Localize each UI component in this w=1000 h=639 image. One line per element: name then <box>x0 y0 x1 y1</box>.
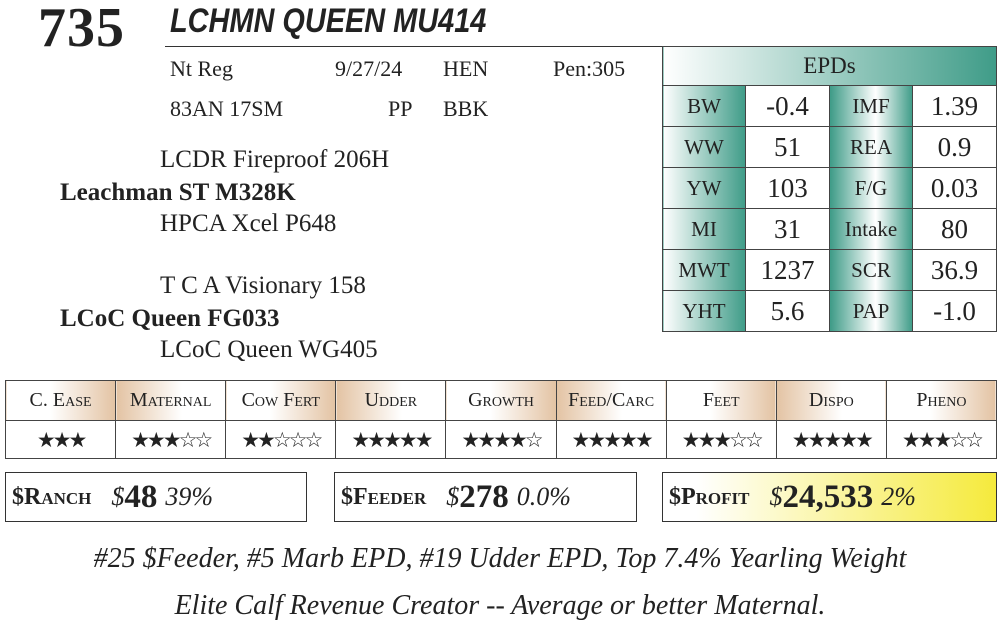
epd-row: MI 31 Intake 80 <box>662 208 997 250</box>
rating-stars: ★★★☆☆ <box>115 420 227 459</box>
epd-label: Intake <box>829 208 913 250</box>
epd-row: WW 51 REA 0.9 <box>662 126 997 168</box>
epd-value: 5.6 <box>745 290 830 332</box>
epd-value: -1.0 <box>912 290 997 332</box>
sex: HEN <box>443 56 489 81</box>
rating-label: Feet <box>665 380 777 421</box>
epd-value: 1237 <box>745 249 830 291</box>
dollar-sign: $ <box>769 482 783 511</box>
epd-value: 103 <box>745 167 830 209</box>
epd-label: SCR <box>829 249 913 291</box>
ranch-value: 48 <box>124 478 158 515</box>
profit-percentile: 2% <box>881 482 916 511</box>
birth-date: 9/27/24 <box>335 56 403 81</box>
pen: Pen:305 <box>553 56 626 81</box>
epd-row: YHT 5.6 PAP -1.0 <box>662 290 997 332</box>
feeder-percentile: 0.0% <box>516 482 571 511</box>
rating-stars: ★★☆☆☆ <box>225 420 337 459</box>
rating-stars: ★★★★★ <box>555 420 667 459</box>
tattoo: 83AN 17SM <box>170 96 284 121</box>
epd-value: -0.4 <box>745 85 830 127</box>
epd-value: 31 <box>745 208 830 250</box>
epd-value: 51 <box>745 126 830 168</box>
profit-value: 24,533 <box>782 478 874 515</box>
rating-label: Dispo <box>775 380 887 421</box>
epd-table: EPDs BW -0.4 IMF 1.39 WW 51 REA 0.9 YW 103 F/G 0.03… <box>662 46 997 332</box>
ranch-index: $Ranch $48 39% <box>5 472 307 522</box>
feeder-index: $Feeder $278 0.0% <box>334 472 637 522</box>
profit-label: $Profit <box>669 483 750 510</box>
dam: LCoC Queen FG033 <box>60 305 280 332</box>
polled-status: PP <box>388 96 413 121</box>
sire-sire: LCDR Fireproof 206H <box>160 146 390 173</box>
registration: Nt Reg <box>170 56 233 81</box>
rating-stars: ★★★★★ <box>775 420 887 459</box>
dollar-sign: $ <box>111 482 125 511</box>
rating-label: Udder <box>335 380 447 421</box>
rating-label: Maternal <box>115 380 227 421</box>
epd-value: 0.9 <box>912 126 997 168</box>
epd-row: MWT 1237 SCR 36.9 <box>662 249 997 291</box>
feeder-label: $Feeder <box>341 483 427 510</box>
ranch-label: $Ranch <box>12 483 92 510</box>
epd-value: 80 <box>912 208 997 250</box>
epd-label: IMF <box>829 85 913 127</box>
rating-label: Growth <box>445 380 557 421</box>
lot-number: 735 <box>38 0 125 59</box>
rating-stars: ★★★ <box>4 420 117 459</box>
epd-value: 36.9 <box>912 249 997 291</box>
rating-stars: ★★★☆☆ <box>885 420 998 459</box>
profit-index: $Profit $24,533 2% <box>662 472 997 522</box>
rating-label: Pheno <box>885 380 998 421</box>
epd-label: BW <box>662 85 746 127</box>
epd-label: F/G <box>829 167 913 209</box>
ranch-percentile: 39% <box>165 482 214 511</box>
ratings-table: C. Ease Maternal Cow Fert Udder Growth Feed/C… <box>4 380 998 459</box>
epd-row: BW -0.4 IMF 1.39 <box>662 85 997 127</box>
feeder-value: 278 <box>459 478 509 515</box>
rating-stars: ★★★★☆ <box>445 420 557 459</box>
epd-label: REA <box>829 126 913 168</box>
dam-sire: T C A Visionary 158 <box>160 272 366 299</box>
epd-row: YW 103 F/G 0.03 <box>662 167 997 209</box>
rating-label: Cow Fert <box>225 380 337 421</box>
sire-dam: HPCA Xcel P648 <box>160 210 337 237</box>
comment-line-1: #25 $Feeder, #5 Marb EPD, #19 Udder EPD,… <box>93 543 907 574</box>
comment-line-2: Elite Calf Revenue Creator -- Average or… <box>174 590 826 621</box>
epd-label: YW <box>662 167 746 209</box>
divider <box>165 46 663 47</box>
animal-name: LCHMN QUEEN MU414 <box>170 2 487 40</box>
epd-value: 0.03 <box>912 167 997 209</box>
epd-label: WW <box>662 126 746 168</box>
epd-value: 1.39 <box>912 85 997 127</box>
rating-stars: ★★★☆☆ <box>665 420 777 459</box>
dam-dam: LCoC Queen WG405 <box>160 336 378 363</box>
rating-stars: ★★★★★ <box>335 420 447 459</box>
rating-label: Feed/Carc <box>555 380 667 421</box>
dollar-sign: $ <box>446 482 460 511</box>
epd-label: PAP <box>829 290 913 332</box>
epd-label: MWT <box>662 249 746 291</box>
epd-title: EPDs <box>662 46 997 86</box>
epd-label: YHT <box>662 290 746 332</box>
sire: Leachman ST M328K <box>60 179 296 206</box>
color-code: BBK <box>443 96 489 121</box>
rating-label: C. Ease <box>4 380 117 421</box>
epd-label: MI <box>662 208 746 250</box>
